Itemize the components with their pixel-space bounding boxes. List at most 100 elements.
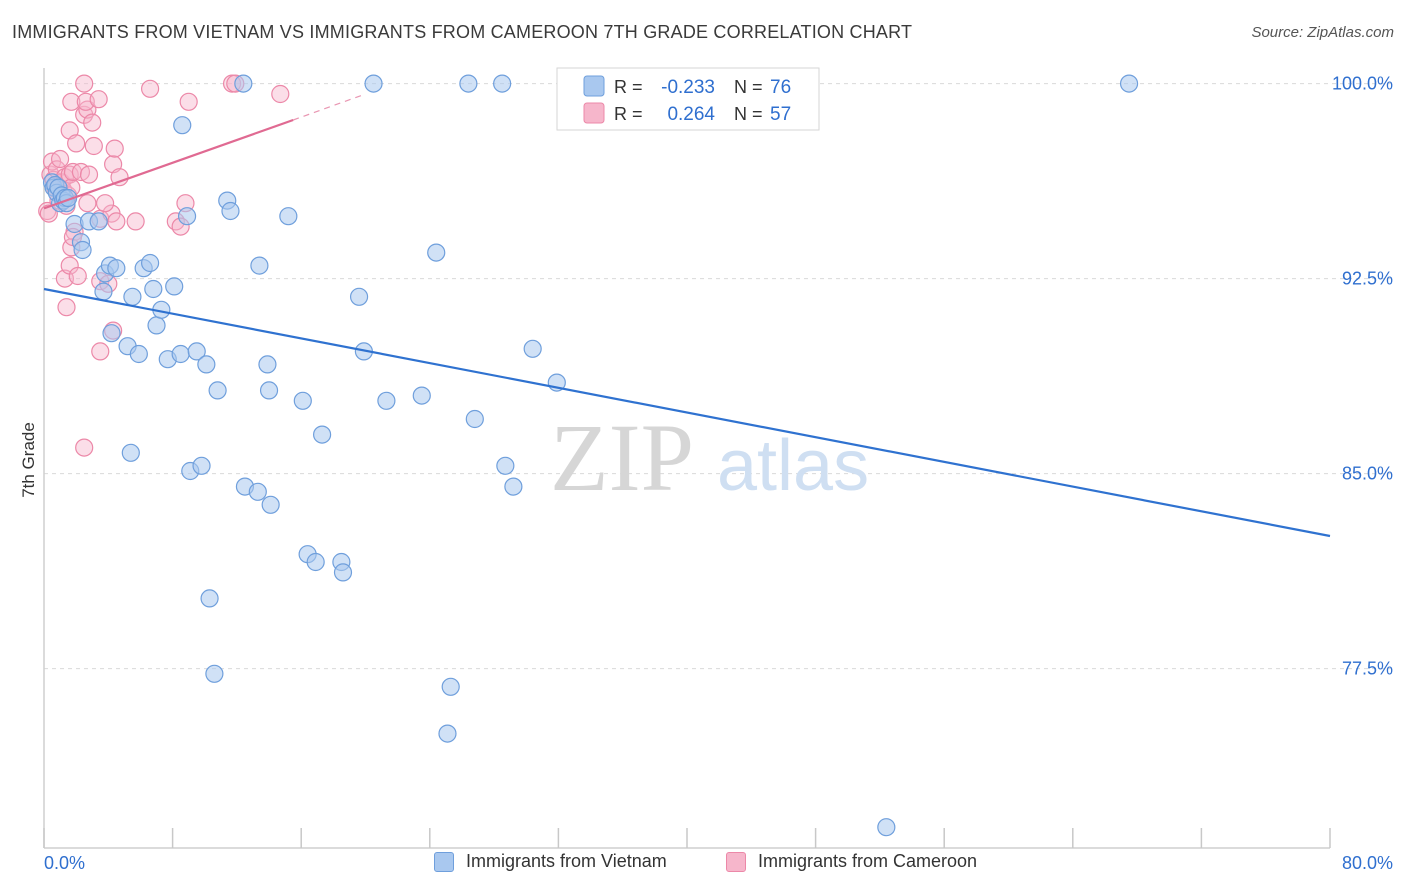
vietnam-point bbox=[364, 74, 383, 93]
vietnam-point bbox=[465, 409, 484, 429]
vietnam-point bbox=[250, 256, 269, 275]
vietnam-point bbox=[293, 391, 312, 410]
cameroon-point bbox=[126, 212, 145, 231]
vietnam-point bbox=[877, 818, 896, 837]
vietnam-point bbox=[147, 316, 166, 335]
cameroon-point bbox=[89, 90, 108, 109]
legend-n-label-cameroon: N = bbox=[734, 104, 763, 124]
vietnam-point bbox=[312, 425, 332, 444]
legend-item-vietnam[interactable]: Immigrants from Vietnam bbox=[434, 851, 667, 872]
legend-r-value-vietnam: -0.233 bbox=[661, 77, 715, 98]
vietnam-point bbox=[89, 212, 108, 231]
cameroon-point bbox=[179, 92, 198, 111]
trend-lines bbox=[43, 93, 1331, 538]
cameroon-point bbox=[84, 136, 103, 156]
vietnam-point bbox=[102, 324, 121, 343]
vietnam-point bbox=[94, 282, 113, 301]
vietnam-point bbox=[333, 563, 353, 582]
vietnam-point bbox=[107, 259, 126, 278]
legend-swatch-cameroon bbox=[583, 102, 605, 124]
series-vietnam-points bbox=[42, 74, 1139, 837]
cameroon-point bbox=[57, 298, 76, 317]
cameroon-point bbox=[50, 149, 70, 169]
watermark: ZIP atlas bbox=[550, 404, 869, 511]
vietnam-point bbox=[200, 589, 219, 608]
cameroon-point bbox=[75, 438, 94, 457]
vietnam-point bbox=[523, 339, 542, 358]
legend-r-label-vietnam: R = bbox=[614, 77, 643, 97]
y-tick-label-1: 85.0% bbox=[1342, 464, 1393, 484]
legend-label-vietnam: Immigrants from Vietnam bbox=[466, 851, 667, 871]
vietnam-point bbox=[187, 342, 206, 361]
watermark-atlas: atlas bbox=[717, 426, 869, 506]
legend-r-value-cameroon: 0.264 bbox=[667, 104, 715, 125]
chart-source: Source: ZipAtlas.com bbox=[1251, 24, 1394, 41]
legend-n-label-vietnam: N = bbox=[734, 77, 763, 97]
cameroon-point bbox=[140, 79, 160, 98]
vietnam-point bbox=[140, 253, 160, 273]
legend-n-value-vietnam: 76 bbox=[770, 77, 791, 98]
vietnam-point bbox=[261, 495, 280, 514]
legend-box: R = -0.233 N = 76 R = 0.264 N = 57 bbox=[556, 67, 820, 131]
vietnam-point bbox=[377, 391, 396, 410]
cameroon-point bbox=[60, 165, 79, 184]
vietnam-point bbox=[165, 277, 184, 296]
cameroon-point bbox=[271, 84, 290, 104]
vietnam-point bbox=[349, 287, 369, 306]
cameroon-point bbox=[68, 266, 87, 286]
cameroon-point bbox=[62, 92, 81, 111]
vietnam-point bbox=[412, 386, 431, 405]
vietnam-point bbox=[177, 207, 197, 226]
vietnam-point bbox=[121, 443, 140, 462]
cameroon-point bbox=[107, 212, 126, 231]
vietnam-point bbox=[234, 74, 253, 93]
cameroon-point bbox=[67, 134, 86, 153]
y-axis-label-group: 7th Grade bbox=[19, 422, 38, 498]
vietnam-point bbox=[173, 116, 192, 135]
cameroon-point bbox=[95, 194, 115, 213]
vietnam-point bbox=[205, 664, 224, 683]
vietnam-point bbox=[259, 381, 279, 400]
vietnam-point bbox=[221, 201, 240, 221]
cameroon-point bbox=[79, 165, 99, 184]
trend-line-cameroon bbox=[43, 118, 294, 210]
vietnam-point bbox=[197, 355, 216, 374]
gridlines bbox=[44, 83, 1394, 670]
trend-line-cameroon-extension bbox=[292, 93, 366, 121]
vietnam-point bbox=[493, 74, 512, 93]
vietnam-point bbox=[306, 552, 325, 572]
y-tick-label-0: 77.5% bbox=[1342, 659, 1393, 679]
vietnam-point bbox=[192, 456, 211, 475]
cameroon-point bbox=[83, 113, 102, 132]
vietnam-point bbox=[504, 477, 523, 496]
cameroon-point bbox=[105, 139, 124, 158]
vietnam-point bbox=[258, 355, 277, 374]
legend-swatch-vietnam-bottom bbox=[434, 851, 454, 872]
vietnam-point bbox=[1119, 74, 1139, 93]
vietnam-point bbox=[208, 381, 227, 400]
vietnam-point bbox=[279, 207, 298, 226]
y-axis-label: 7th Grade bbox=[19, 422, 38, 498]
vietnam-point bbox=[248, 482, 267, 501]
cameroon-point bbox=[91, 342, 110, 361]
legend-swatch-cameroon-bottom bbox=[726, 851, 746, 872]
x-tick-label-0: 0.0% bbox=[44, 853, 85, 873]
chart-title: IMMIGRANTS FROM VIETNAM VS IMMIGRANTS FR… bbox=[12, 22, 913, 42]
vietnam-point bbox=[123, 287, 142, 306]
y-tick-label-3: 100.0% bbox=[1332, 74, 1393, 94]
cameroon-point bbox=[75, 74, 94, 93]
legend-item-cameroon[interactable]: Immigrants from Cameroon bbox=[726, 851, 977, 872]
vietnam-point bbox=[441, 677, 460, 696]
trend-line-vietnam bbox=[43, 287, 1331, 538]
legend-n-value-cameroon: 57 bbox=[770, 104, 791, 125]
cameroon-point bbox=[110, 168, 129, 187]
legend-swatch-vietnam bbox=[583, 75, 605, 97]
x-tick-label-1: 80.0% bbox=[1342, 853, 1393, 873]
vietnam-point bbox=[438, 724, 457, 743]
cameroon-point bbox=[78, 194, 97, 213]
watermark-zip: ZIP bbox=[550, 404, 694, 511]
vietnam-point bbox=[73, 240, 92, 260]
bottom-legend: Immigrants from Vietnam Immigrants from … bbox=[0, 851, 1406, 879]
y-tick-label-2: 92.5% bbox=[1342, 269, 1393, 289]
